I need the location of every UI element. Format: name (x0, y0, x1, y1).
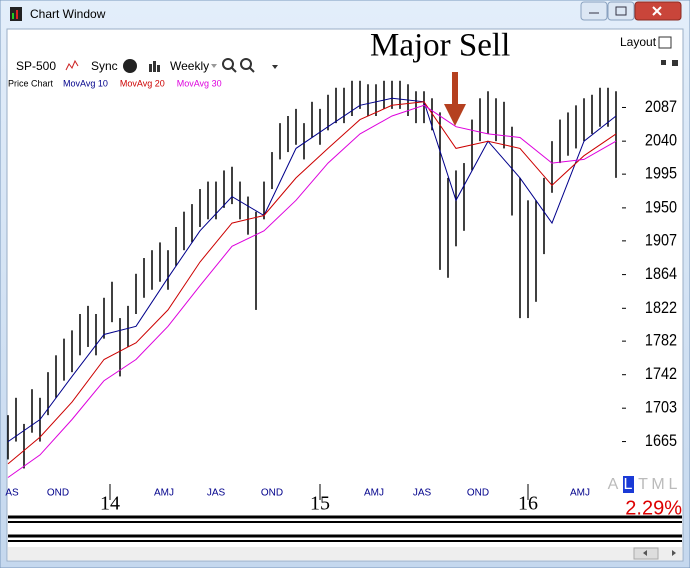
y-tick-label: 2087 (645, 98, 677, 116)
annotation: Major Sell (370, 28, 510, 64)
layout-icon[interactable] (658, 36, 672, 49)
icon[interactable] (123, 59, 137, 73)
legend-entry: MovAvg 30 (177, 78, 222, 88)
tab-highlight (623, 476, 634, 493)
scroll-arrow[interactable] (643, 550, 676, 556)
dropdown-arrow[interactable] (272, 65, 278, 69)
x-tick-label: OND (467, 488, 489, 499)
moving-average-line (7, 101, 617, 465)
y-tick-label: 1742 (645, 365, 677, 383)
x-tick-label: AMJ (364, 488, 384, 499)
period-select[interactable]: Weekly (170, 59, 209, 73)
y-tick-label: 1950 (645, 198, 677, 216)
x-tick-label: AMJ (570, 488, 590, 499)
icon[interactable] (661, 60, 666, 65)
tab[interactable]: A (608, 476, 619, 493)
x-tick-label: JAS (207, 488, 226, 499)
y-tick-label: 1822 (645, 299, 677, 317)
sync-button[interactable]: Sync (91, 59, 118, 73)
scrollbar[interactable] (8, 547, 682, 560)
annotation-arrow (444, 104, 466, 126)
moving-average-line (7, 104, 617, 478)
layout-button[interactable]: Layout (620, 35, 657, 49)
chart-title: Price Chart (8, 78, 54, 88)
icon (231, 67, 255, 73)
moving-average-line (7, 97, 617, 443)
y-tick-label: 1703 (645, 399, 677, 417)
y-tick-label: 1782 (645, 332, 677, 350)
tab[interactable]: L (624, 476, 633, 493)
dropdown-arrow[interactable] (211, 64, 217, 68)
minimize-button[interactable] (580, 1, 608, 21)
window-title: Chart Window (30, 7, 106, 21)
icon (65, 59, 79, 71)
client-area (6, 28, 684, 562)
app-icon (16, 10, 18, 19)
year-label: 15 (310, 493, 330, 515)
x-tick-label: OND (261, 488, 283, 499)
symbol[interactable]: SP-500 (16, 59, 56, 73)
icon[interactable] (672, 60, 678, 66)
y-tick-label: 1665 (645, 432, 677, 450)
icon[interactable] (149, 61, 160, 72)
legend-entry: MovAvg 20 (120, 78, 165, 88)
y-tick-label: 1907 (645, 231, 677, 249)
zoom-in[interactable] (222, 58, 234, 70)
legend-entry: MovAvg 10 (63, 78, 108, 88)
button-glyph (652, 6, 662, 16)
y-tick-label: 1995 (645, 165, 677, 183)
x-tick-label: AS (5, 488, 19, 499)
change-label: 2.29% (625, 497, 682, 519)
tab[interactable]: T (638, 476, 648, 493)
maximize-button[interactable] (607, 1, 635, 21)
y-tick-label: 2040 (645, 132, 677, 150)
zoom-out[interactable] (240, 58, 252, 70)
tab[interactable]: L (669, 476, 678, 493)
x-tick-label: AMJ (154, 488, 174, 499)
tab[interactable]: M (651, 476, 664, 493)
app-icon (12, 13, 14, 19)
x-tick-label: JAS (413, 488, 432, 499)
x-tick-label: OND (47, 488, 69, 499)
year-label: 16 (518, 493, 538, 515)
year-label: 14 (100, 493, 120, 515)
y-tick-label: 1864 (645, 265, 677, 283)
button-glyph (589, 6, 627, 16)
